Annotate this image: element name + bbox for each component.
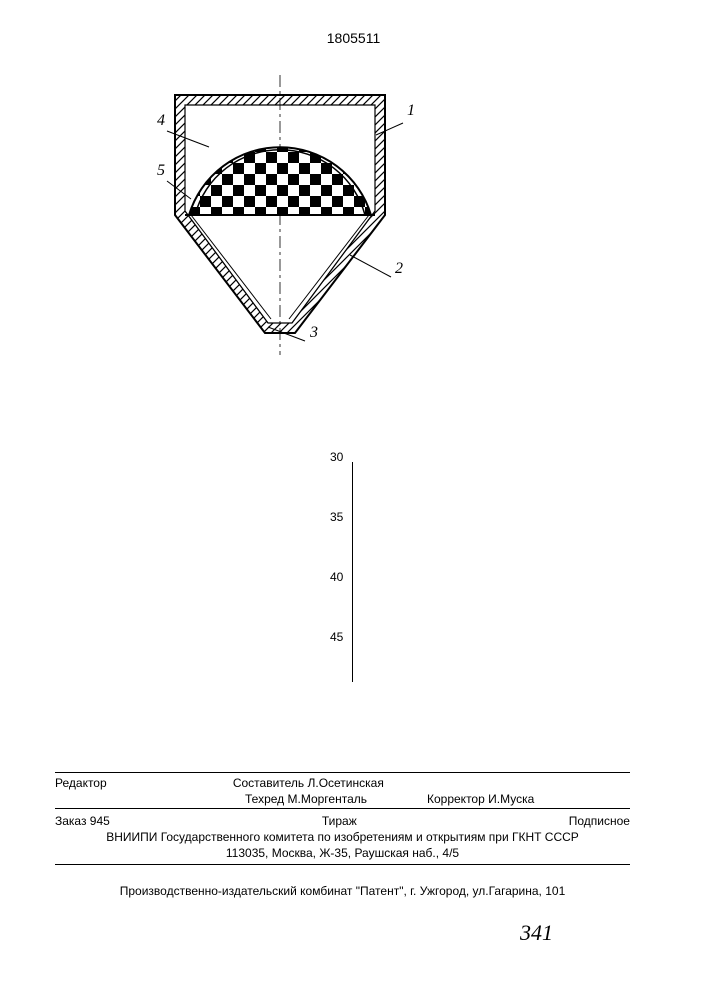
footer-row: Заказ 945 Тираж Подписное [55,814,630,828]
patent-number: 1805511 [0,30,707,46]
handwritten-number: 341 [520,920,553,946]
divider [55,864,630,865]
subscription-label: Подписное [569,814,630,828]
divider [55,808,630,809]
scale-tick: 35 [330,510,343,524]
callout-2: 2 [395,260,403,277]
tirazh-label: Тираж [322,814,357,828]
editor-label: Редактор [55,776,107,790]
callout-5: 5 [157,162,165,179]
org-line: ВНИИПИ Государственного комитета по изоб… [55,830,630,844]
corrector: Корректор И.Муска [427,792,534,806]
footer-row: Редактор Составитель Л.Осетинская [55,776,630,790]
compiler: Составитель Л.Осетинская [233,776,384,790]
callout-4: 4 [157,112,165,129]
footer-row: Техред М.Моргенталь Корректор И.Муска [55,792,630,806]
techred: Техред М.Моргенталь [245,792,367,806]
scale: 30 35 40 45 [300,450,360,710]
callout-1: 1 [407,102,415,119]
production-line: Производственно-издательский комбинат "П… [55,884,630,898]
order-number: Заказ 945 [55,814,110,828]
scale-tick: 40 [330,570,343,584]
figure: 1 2 3 4 5 [145,75,425,355]
org-address: 113035, Москва, Ж-35, Раушская наб., 4/5 [55,846,630,860]
callout-3: 3 [309,324,318,341]
divider [55,772,630,773]
scale-axis [352,462,353,682]
leader-line [350,255,391,277]
scale-tick: 30 [330,450,343,464]
leader-line [167,131,209,147]
scale-tick: 45 [330,630,343,644]
